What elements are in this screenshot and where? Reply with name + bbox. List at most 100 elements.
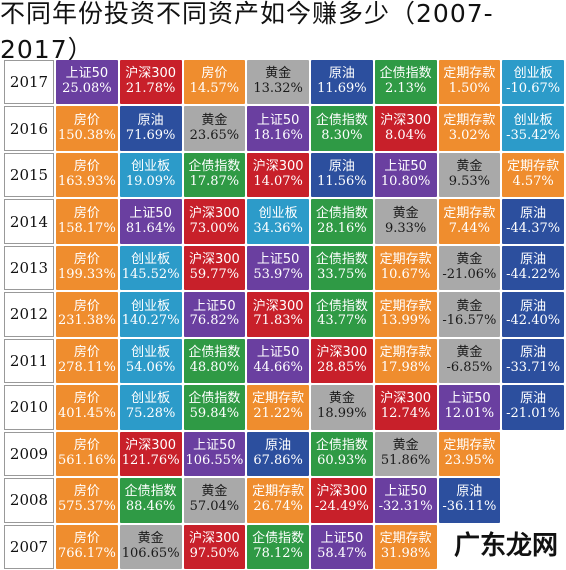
asset-name: 上证50 [256,112,300,128]
return-value: 145.52% [121,267,180,283]
asset-name: 沪深300 [125,66,177,82]
asset-name: 房价 [73,530,100,546]
asset-name: 黄金 [392,205,419,221]
year-label: 2017 [4,60,54,105]
return-cell: 定期存款 4.57% [502,152,564,198]
return-cell: 房价 278.11% [56,338,118,384]
return-value: 34.36% [253,220,303,236]
return-value: 67.86% [253,452,303,468]
asset-name: 房价 [73,298,100,314]
return-cell: 房价 199.33% [56,245,118,291]
asset-name: 上证50 [65,66,109,82]
return-value: 9.33% [384,220,427,236]
return-cell: 企债指数 8.30% [311,106,373,151]
return-cell: 定期存款 21.22% [247,385,309,430]
return-value: 4.57% [512,174,554,190]
asset-name: 创业板 [513,112,553,128]
return-value: 1.50% [448,81,491,97]
asset-name: 创业板 [513,66,553,82]
return-value: 766.17% [57,545,116,561]
asset-name: 沪深300 [125,437,177,453]
return-cell: 上证50 -32.31% [374,478,437,523]
year-label: 2012 [4,292,54,337]
asset-name: 企债指数 [315,252,368,268]
asset-name: 定期存款 [443,112,496,128]
return-cell: 沪深300 14.07% [247,152,309,198]
asset-name: 房价 [73,345,100,360]
return-value: 18.16% [253,127,303,143]
return-cell: 创业板 34.36% [247,199,309,244]
asset-name: 黄金 [456,159,483,175]
return-cell: 沪深300 97.50% [183,524,246,569]
return-cell: 上证50 18.16% [247,106,309,151]
return-value: 158.17% [57,220,116,236]
return-cell: 上证50 25.08% [56,60,118,105]
return-cell: 企债指数 17.87% [183,152,246,198]
asset-name: 企债指数 [379,66,432,82]
return-cell: 原油 -21.01% [502,385,564,430]
return-value: 7.44% [448,220,491,236]
asset-name: 企债指数 [315,437,368,453]
return-value: -16.57% [442,313,497,329]
return-value: 21.22% [253,406,303,422]
asset-name: 房价 [73,159,100,175]
asset-name: 沪深300 [188,252,240,268]
return-cell: 黄金 51.86% [374,431,437,477]
year-label: 2014 [4,199,54,244]
return-value: 199.33% [57,267,116,283]
return-cell: 定期存款 26.74% [247,478,309,523]
asset-name: 原油 [265,437,292,453]
return-cell: 创业板 -10.67% [502,60,564,105]
return-cell: 企债指数 2.13% [374,60,437,105]
return-value: -10.67% [506,81,561,97]
return-cell: 上证50 58.47% [311,524,373,569]
return-cell: 沪深300 -24.49% [311,478,373,523]
return-value: 9.53% [448,174,491,190]
year-label: 2013 [4,245,54,291]
return-cell: 房价 231.38% [56,292,118,337]
asset-name: 沪深300 [188,205,240,221]
asset-name: 上证50 [193,298,236,314]
return-value: 150.38% [57,127,116,143]
return-cell: 房价 401.45% [56,385,118,430]
asset-name: 黄金 [265,66,292,82]
return-value: 23.65% [189,127,240,143]
asset-name: 沪深300 [380,391,432,407]
asset-name: 沪深300 [380,112,432,128]
empty-cell [502,431,564,477]
asset-name: 定期存款 [379,345,432,360]
asset-name: 上证50 [256,252,300,268]
return-cell: 黄金 9.53% [438,152,501,198]
asset-name: 房价 [73,437,100,453]
return-cell: 黄金 23.65% [183,106,246,151]
return-value: 21.78% [125,81,176,97]
asset-name: 企债指数 [124,484,177,500]
return-value: 18.99% [317,406,367,422]
return-value: 561.16% [57,452,116,468]
asset-name: 企债指数 [315,112,368,128]
asset-name: 原油 [520,298,547,314]
return-cell: 黄金 18.99% [311,385,373,430]
return-cell: 企债指数 28.16% [311,199,373,244]
empty-cell [502,524,564,569]
asset-name: 企债指数 [188,345,241,360]
return-value: 14.57% [189,81,240,97]
return-cell: 原油 -33.71% [502,338,564,384]
return-value: 11.69% [317,81,367,97]
return-value: 13.32% [253,81,303,97]
asset-name: 原油 [520,252,547,268]
return-value: -33.71% [506,359,561,375]
year-label: 2016 [4,106,54,151]
return-cell: 上证50 76.82% [183,292,246,337]
asset-name: 沪深300 [252,298,304,314]
asset-name: 定期存款 [443,437,496,453]
return-cell: 定期存款 1.50% [438,60,501,105]
return-value: 58.47% [317,545,367,561]
return-cell: 房价 158.17% [56,199,118,244]
asset-name: 创业板 [131,252,171,268]
watermark: 广东龙网 [453,531,558,561]
return-value: 19.09% [125,174,176,190]
return-cell: 创业板 19.09% [119,152,182,198]
asset-name: 原油 [520,205,547,221]
return-value: -32.31% [378,499,433,515]
